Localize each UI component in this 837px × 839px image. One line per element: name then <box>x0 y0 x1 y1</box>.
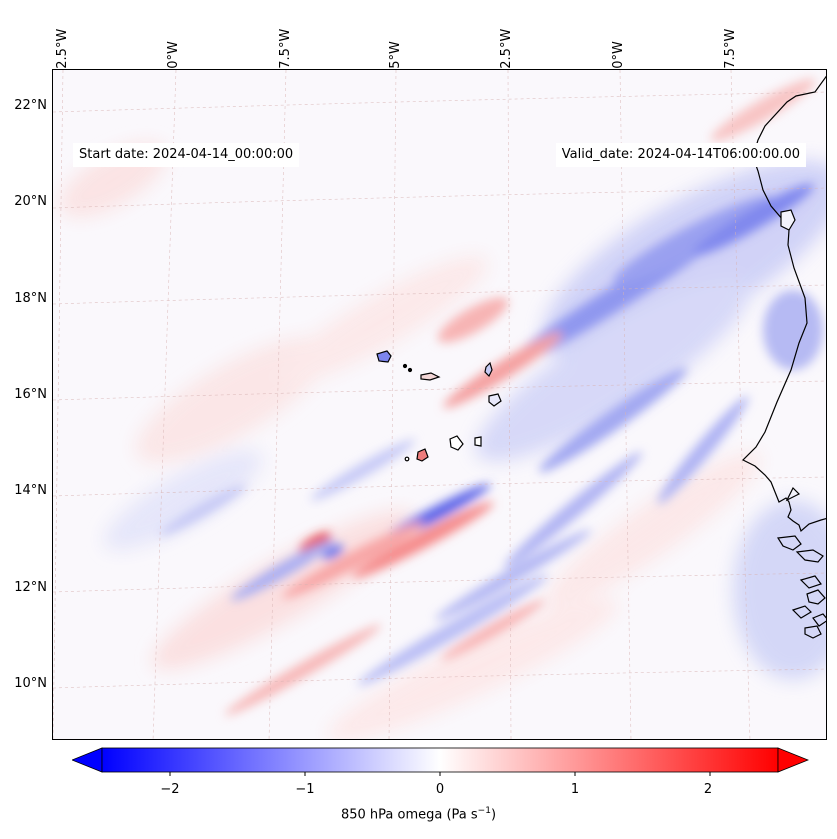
lat-label-10n: 10°N <box>14 676 47 691</box>
colorbar <box>72 747 809 776</box>
lat-label-16n: 16°N <box>14 387 47 402</box>
colorbar-extend-high <box>777 747 809 773</box>
colorbar-label-end: ) <box>490 807 497 823</box>
lat-label-14n: 14°N <box>14 483 47 498</box>
colorbar-tick-label: 2 <box>703 782 713 797</box>
valid-date-label: Valid_date: 2024-04-14T06:00:00.00 <box>555 143 806 167</box>
omega-field <box>53 70 826 739</box>
colorbar-extend-low <box>72 747 103 773</box>
colorbar-tick-label: −1 <box>295 782 315 797</box>
lat-label-20n: 20°N <box>14 194 47 209</box>
start-date-label: Start date: 2024-04-14_00:00:00 <box>73 143 300 167</box>
lat-label-22n: 22°N <box>14 98 47 113</box>
colorbar-label: 850 hPa omega (Pa s−1) <box>0 806 837 822</box>
colorbar-label-exponent: −1 <box>477 806 491 816</box>
lat-label-12n: 12°N <box>14 580 47 595</box>
colorbar-gradient <box>101 747 779 773</box>
colorbar-tick-label: 1 <box>570 782 580 797</box>
colorbar-label-main: 850 hPa omega (Pa s <box>340 807 478 823</box>
colorbar-tick-label: −2 <box>160 782 180 797</box>
colorbar-tick-label: 0 <box>435 782 445 797</box>
omega-map: Start date: 2024-04-14_00:00:00 Valid_da… <box>52 69 827 740</box>
lat-label-18n: 18°N <box>14 291 47 306</box>
